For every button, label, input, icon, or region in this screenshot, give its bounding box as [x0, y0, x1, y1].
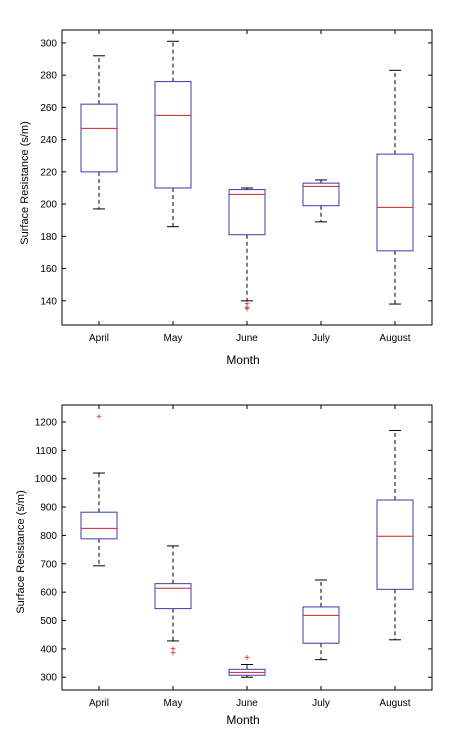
bottom-ytick-label: 400	[40, 644, 57, 655]
top-xtick-label-april: April	[89, 333, 109, 344]
bottom-box-june-outlier: +	[244, 653, 250, 664]
top-box-june-outlier: +	[244, 300, 250, 311]
top-ytick-label: 240	[40, 135, 57, 146]
bottom-box-july-iqr	[302, 606, 340, 644]
top-box-july	[302, 179, 340, 223]
top-ytick-label: 200	[40, 200, 57, 211]
bottom-ytick-label: 300	[40, 673, 57, 684]
bottom-box-august	[376, 430, 414, 641]
top-xtick-label-august: August	[379, 333, 410, 344]
bottom-ytick-label: 1100	[35, 446, 57, 457]
bottom-xtick-label-july: July	[312, 698, 330, 709]
top-ytick-label: 300	[40, 38, 57, 49]
top-ytick-label: 160	[40, 264, 57, 275]
top-box-july-iqr	[302, 182, 340, 207]
top-box-june-outlier: +	[244, 303, 250, 314]
bottom-ytick-label: 500	[40, 616, 57, 627]
bottom-ytick-label: 900	[40, 503, 57, 514]
top-ytick-label: 140	[40, 296, 57, 307]
bottom-box-may-outlier: +	[170, 644, 176, 655]
top-ytick-label: 180	[40, 232, 57, 243]
bottom-xtick-label-may: May	[164, 698, 183, 709]
bottom-box-may-outlier: +	[170, 649, 176, 660]
bottom-ytick-label: 800	[40, 531, 57, 542]
top-ytick-label: 220	[40, 167, 57, 178]
bottom-ytick-label: 1200	[35, 418, 58, 429]
top-box-august	[376, 69, 414, 305]
top-xtick-label-june: June	[236, 333, 258, 344]
top-box-april	[80, 55, 118, 210]
bottom-box-april-outlier: +	[96, 412, 102, 423]
bottom-boxplot-panel: Month Surface Resistance (s/m) 300 400 500…	[15, 404, 433, 727]
bottom-box-june: +	[228, 653, 266, 678]
top-box-august-iqr	[376, 153, 414, 252]
bottom-box-may-iqr	[154, 583, 192, 610]
bottom-xtick-label-april: April	[89, 698, 109, 709]
bottom-ylabel: Surface Resistance (s/m)	[15, 490, 27, 613]
top-xtick-label-july: July	[312, 333, 330, 344]
top-box-june-iqr	[228, 189, 266, 236]
bottom-xtick-label-june: June	[236, 698, 258, 709]
top-xtick-label-may: May	[164, 333, 183, 344]
bottom-box-may: ++	[154, 545, 192, 660]
top-box-may	[154, 40, 192, 228]
top-ytick-label: 280	[40, 71, 57, 82]
bottom-box-august-iqr	[376, 499, 414, 590]
top-box-june: +++	[228, 187, 266, 315]
top-box-may-iqr	[154, 81, 192, 189]
top-box-june-outlier: +	[244, 304, 250, 315]
bottom-box-july	[302, 579, 340, 661]
bottom-xlabel: Month	[226, 713, 259, 727]
top-ylabel: Surface Resistance (s/m)	[19, 121, 31, 244]
bottom-ytick-label: 700	[40, 559, 57, 570]
bottom-xtick-label-august: August	[379, 698, 410, 709]
bottom-box-april-iqr	[80, 511, 118, 540]
top-ytick-label: 260	[40, 103, 57, 114]
top-box-april-iqr	[80, 103, 118, 173]
top-boxplot-panel: Month Surface Resistance (s/m) 140 160 180…	[19, 29, 433, 367]
bottom-ytick-label: 600	[40, 588, 57, 599]
top-xlabel: Month	[226, 353, 259, 367]
bottom-ytick-label: 1000	[35, 474, 58, 485]
bottom-box-april: +	[80, 412, 118, 567]
